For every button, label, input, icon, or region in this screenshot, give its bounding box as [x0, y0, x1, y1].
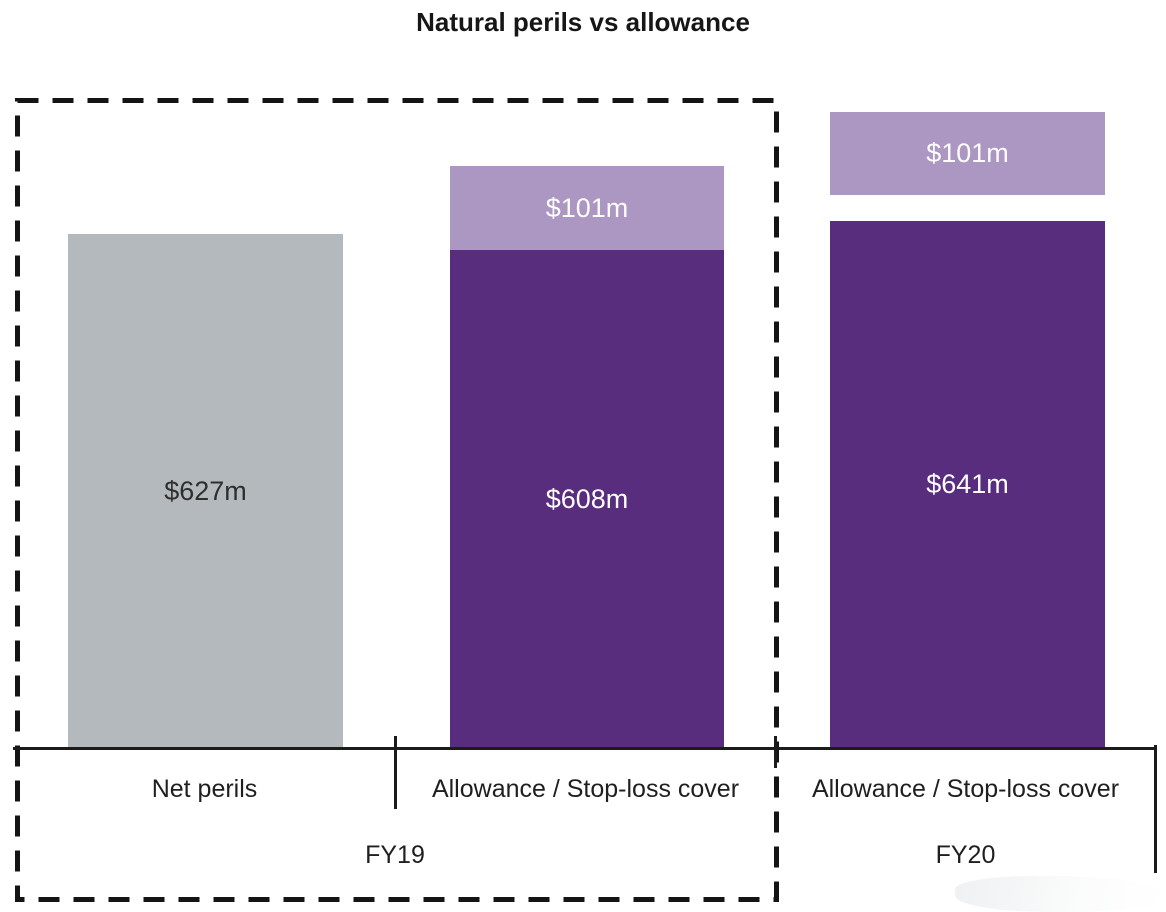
bar-stop-loss-fy19: $101m — [450, 166, 724, 250]
category-label-net-perils: Net perils — [151, 775, 258, 803]
bar-allowance-fy19: $608m — [450, 250, 724, 748]
bar-net-perils-fy19: $627m — [68, 234, 343, 748]
value-label-allowance-fy20: $641m — [926, 469, 1009, 499]
chart-title: Natural perils vs allowance — [416, 7, 750, 37]
value-label-allowance-fy19: $608m — [545, 483, 629, 514]
axis-tick-category-divider — [394, 736, 397, 809]
bar-allowance-fy20: $641m — [830, 221, 1105, 748]
value-label-stop-loss-fy20: $101m — [926, 138, 1009, 168]
scan-smudge-artifact — [955, 876, 1166, 912]
category-label-allowance-fy19: Allowance / Stop-loss cover — [431, 775, 740, 803]
bar-stop-loss-fy20: $101m — [830, 112, 1105, 195]
value-label-stop-loss-fy19: $101m — [545, 192, 629, 223]
axis-tick-right-boundary — [1154, 745, 1157, 873]
category-label-allowance-fy20: Allowance / Stop-loss cover — [811, 775, 1120, 803]
x-axis-line — [13, 747, 1157, 750]
axis-tick-group-divider — [774, 736, 777, 768]
group-label-fy20: FY20 — [935, 841, 996, 869]
group-label-fy19: FY19 — [365, 841, 425, 869]
value-label-net-perils-fy19: $627m — [164, 475, 247, 506]
